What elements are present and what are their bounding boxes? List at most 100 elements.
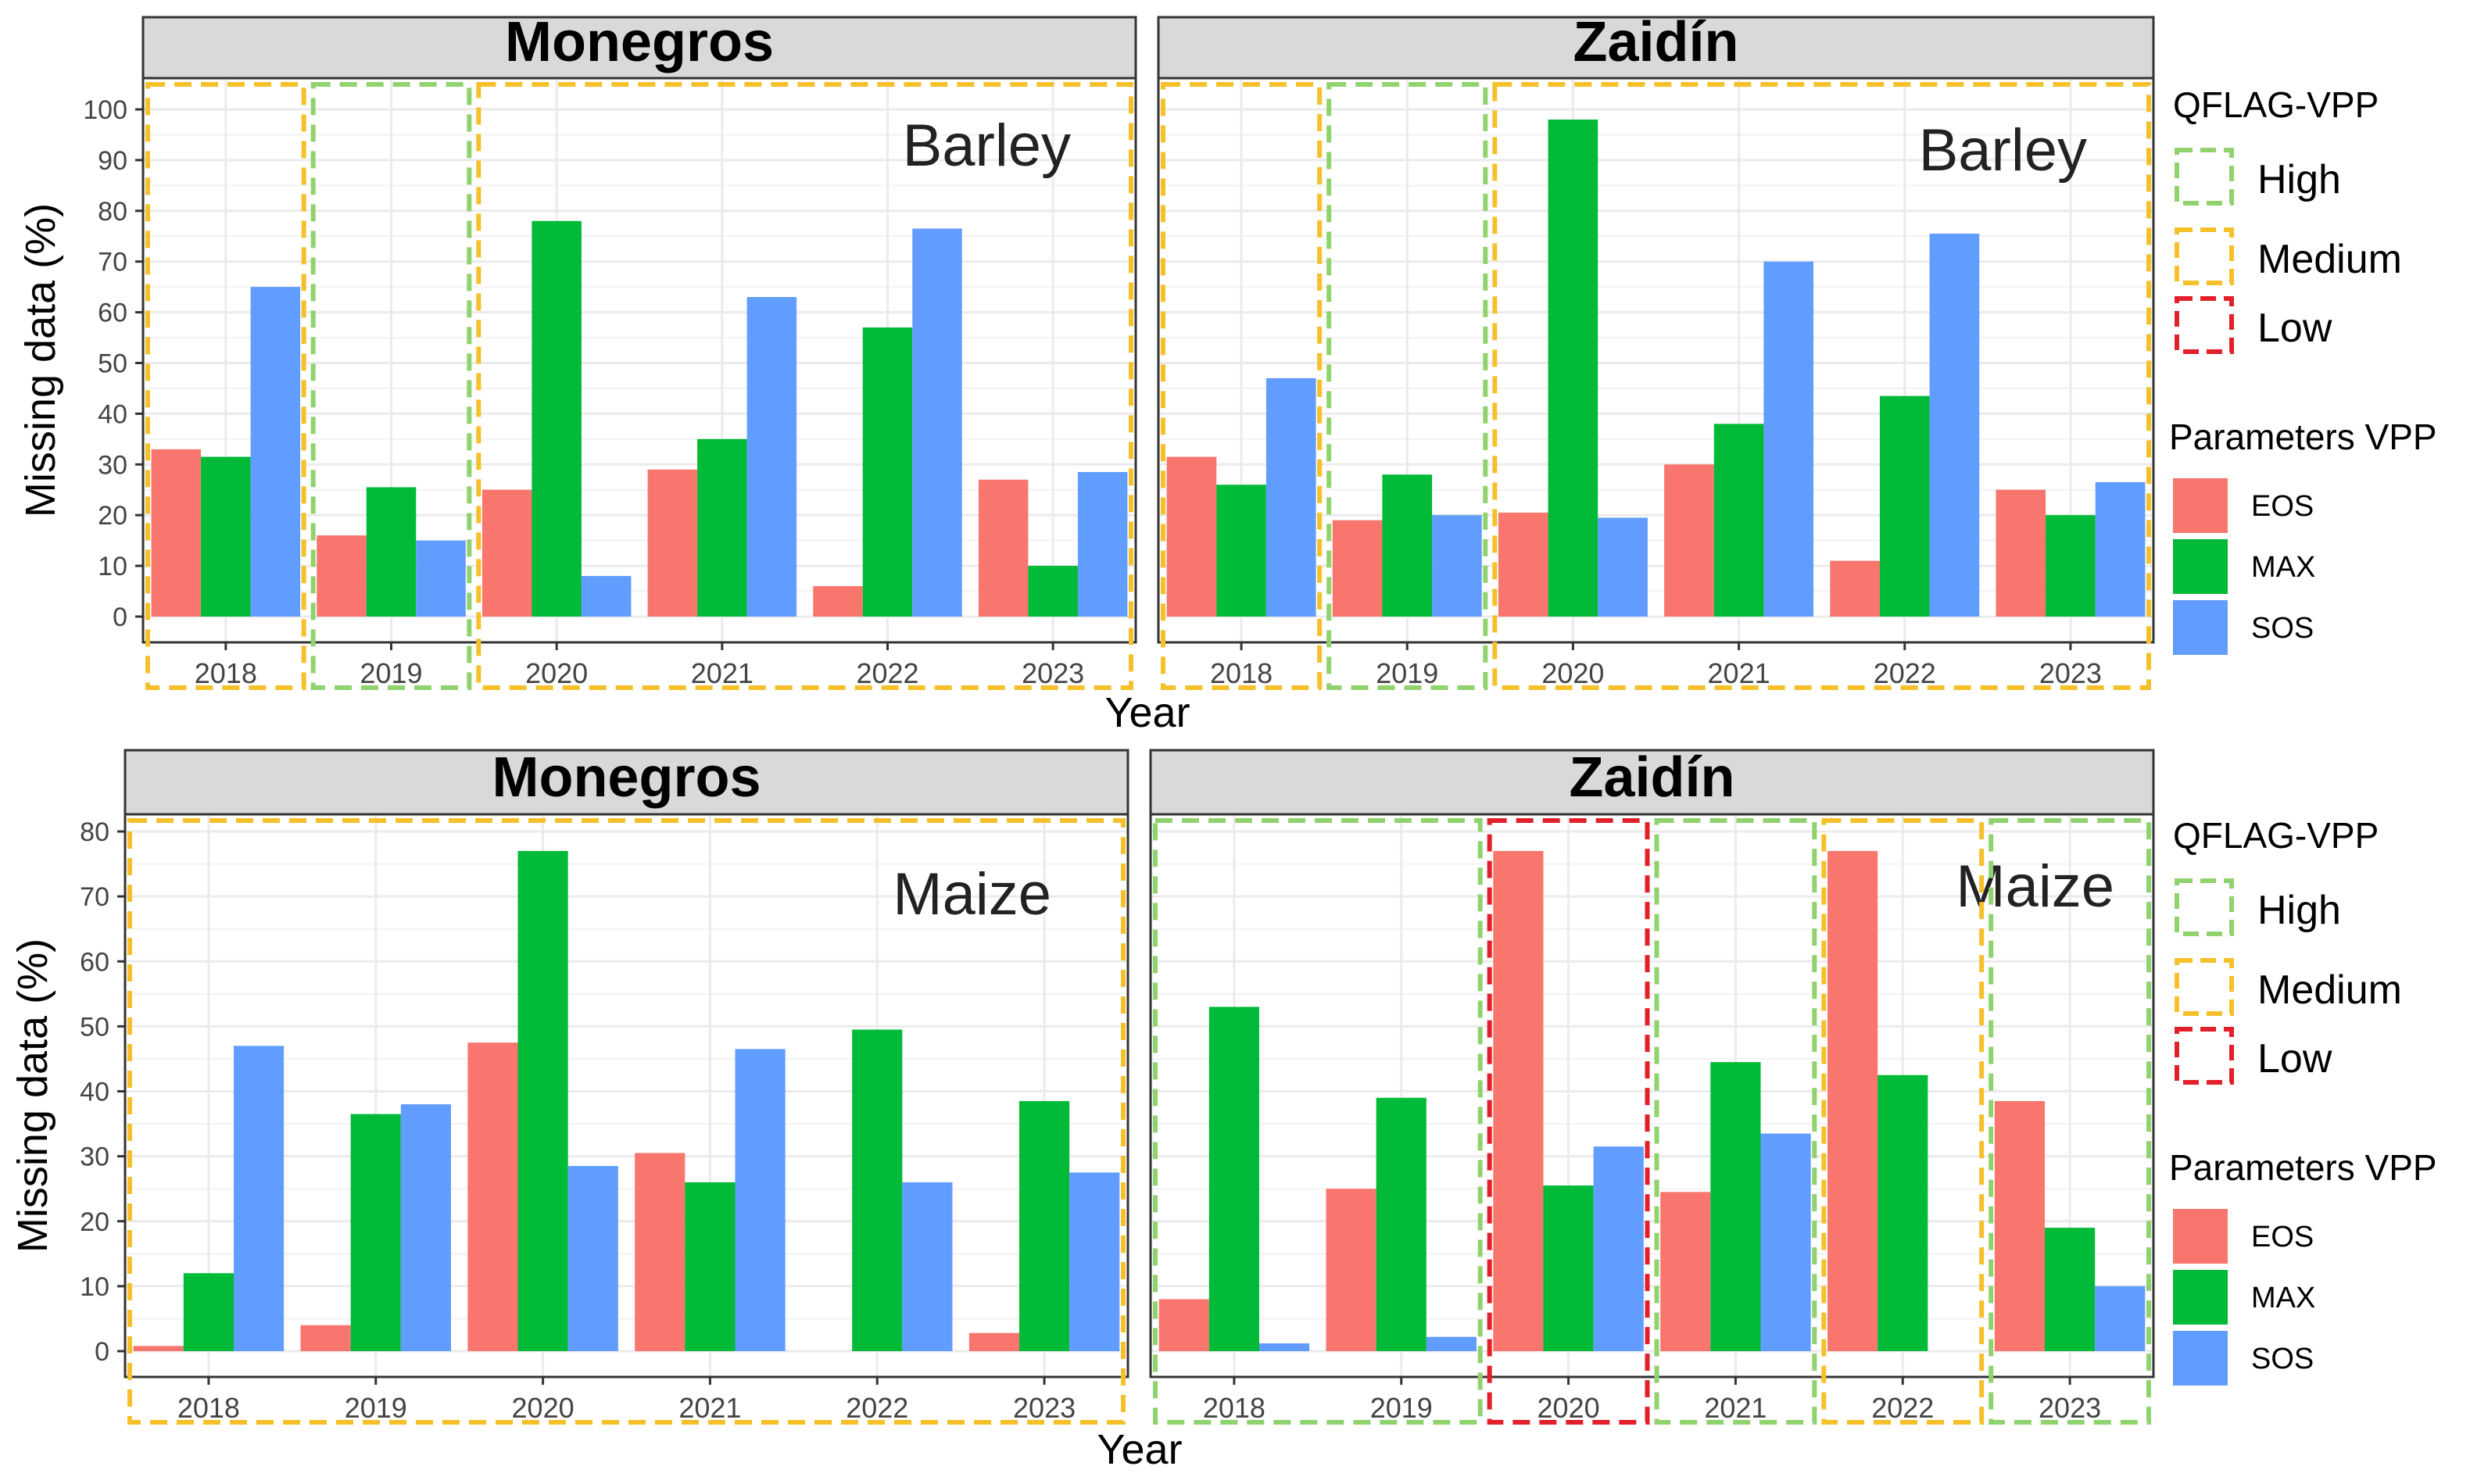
bar-max-2022 — [862, 327, 913, 617]
bar-eos-2019 — [300, 1325, 351, 1351]
bar-sos-2018 — [250, 287, 301, 617]
bar-eos-2022 — [1830, 560, 1880, 617]
param-legend-title: Parameters VPP — [2169, 1147, 2437, 1188]
bar-max-2018 — [1216, 485, 1266, 617]
bar-max-2022 — [1879, 395, 1930, 617]
bar-eos-2019 — [1326, 1189, 1376, 1351]
x-tick-label: 2018 — [1203, 1392, 1265, 1424]
qflag-box-medium — [1821, 818, 1985, 1425]
bar-sos-2021 — [1760, 1133, 1811, 1351]
bar-sos-2020 — [581, 576, 632, 617]
bar-sos-2021 — [746, 297, 797, 617]
qflag-box-medium — [1161, 82, 1323, 690]
bar-sos-2019 — [1426, 1336, 1477, 1351]
x-tick-label: 2019 — [345, 1392, 407, 1424]
bar-max-2023 — [1028, 566, 1078, 617]
y-tick-label: 70 — [80, 882, 109, 912]
bar-eos-2023 — [968, 1332, 1020, 1351]
param-label-max: MAX — [2251, 551, 2315, 584]
x-tick-label: 2022 — [856, 657, 918, 689]
param-label-max: MAX — [2251, 1282, 2315, 1314]
legend-top: QFLAG-VPP High Medium Low Parameters VPP EOS M… — [2169, 84, 2437, 655]
x-axis-title-top: Year — [1104, 689, 1190, 736]
panel-monegros-maize: Monegros Maize 0 10 20 30 40 50 60 70 80 Missing da… — [9, 746, 1129, 1425]
qflag-box-high — [1654, 818, 1817, 1425]
qflag-label-low: Low — [2257, 306, 2332, 351]
bar-sos-2018 — [233, 1046, 285, 1351]
panel-zaidn-barley: Zaidín Barley 2018 2019 2020 2021 2022 2023 — [1157, 11, 2155, 690]
param-key-eos — [2173, 478, 2228, 533]
y-tick-label: 30 — [80, 1143, 109, 1172]
bar-sos-2020 — [1593, 1146, 1644, 1351]
y-axis-title: Missing data (%) — [9, 939, 56, 1253]
bar-eos-2018 — [133, 1346, 184, 1351]
qflag-key-low — [2175, 1027, 2234, 1085]
y-tick-label: 60 — [80, 947, 109, 977]
param-label-sos: SOS — [2251, 1343, 2314, 1375]
bar-max-2021 — [685, 1182, 736, 1351]
qflag-box-low — [1487, 818, 1650, 1425]
crop-label: Barley — [903, 113, 1071, 179]
bar-sos-2018 — [1265, 377, 1316, 617]
bar-max-2019 — [1382, 474, 1433, 617]
x-tick-label: 2018 — [1210, 657, 1273, 689]
x-tick-label: 2023 — [1022, 657, 1084, 689]
bar-max-2023 — [2045, 1228, 2096, 1351]
bar-max-2019 — [366, 487, 417, 617]
bar-eos-2023 — [978, 479, 1029, 617]
qflag-box-high — [1153, 818, 1483, 1425]
y-tick-label: 0 — [113, 603, 127, 632]
panel-monegros-barley: Monegros Barley 0 10 20 30 40 50 60 70 80 90 100 Miss… — [17, 11, 1137, 690]
x-tick-label: 2020 — [525, 657, 588, 689]
bar-sos-2022 — [902, 1182, 953, 1351]
x-tick-label: 2021 — [1708, 657, 1770, 689]
bar-max-2020 — [1548, 119, 1598, 617]
bar-max-2023 — [1019, 1100, 1070, 1351]
facet-strip — [123, 749, 1129, 816]
x-tick-label: 2022 — [1874, 657, 1936, 689]
y-tick-label: 20 — [98, 501, 127, 531]
qflag-box-high — [1326, 82, 1488, 690]
y-tick-label: 20 — [80, 1207, 109, 1237]
x-tick-label: 2020 — [512, 1392, 575, 1424]
bar-eos-2023 — [1996, 489, 2046, 617]
bar-max-2021 — [1710, 1062, 1761, 1351]
y-tick-label: 10 — [80, 1272, 109, 1302]
y-tick-label: 50 — [80, 1012, 109, 1042]
param-legend-title: Parameters VPP — [2169, 417, 2437, 457]
bar-eos-2019 — [1332, 520, 1383, 617]
qflag-legend-title: QFLAG-VPP — [2173, 84, 2379, 125]
bar-eos-2018 — [151, 449, 202, 617]
x-tick-label: 2021 — [678, 1392, 741, 1424]
x-tick-label: 2020 — [1537, 1392, 1600, 1424]
bar-max-2022 — [1878, 1075, 1928, 1351]
bar-max-2023 — [2046, 515, 2096, 617]
bar-max-2021 — [697, 438, 747, 617]
plot-background — [143, 78, 1136, 642]
qflag-label-medium: Medium — [2257, 237, 2402, 282]
x-tick-label: 2023 — [2039, 657, 2102, 689]
facet-strip — [1157, 16, 2155, 80]
bar-eos-2018 — [1166, 456, 1217, 617]
x-tick-label: 2019 — [1370, 1392, 1433, 1424]
qflag-key-high — [2175, 878, 2234, 936]
qflag-box-medium — [476, 82, 1133, 690]
bar-eos-2021 — [1664, 464, 1714, 617]
qflag-key-medium — [2175, 958, 2234, 1016]
bar-sos-2022 — [912, 228, 962, 617]
x-tick-label: 2021 — [691, 657, 754, 689]
y-tick-label: 30 — [98, 450, 127, 480]
bar-sos-2023 — [1069, 1172, 1120, 1351]
facet-strip-title: Zaidín — [1573, 11, 1739, 73]
param-key-max — [2173, 539, 2228, 594]
bar-eos-2023 — [1994, 1100, 2046, 1351]
plot-background — [125, 814, 1128, 1377]
bar-max-2020 — [1543, 1185, 1594, 1351]
qflag-label-medium: Medium — [2257, 967, 2402, 1013]
param-key-max — [2173, 1270, 2228, 1325]
y-tick-label: 90 — [98, 146, 127, 176]
bar-eos-2021 — [647, 469, 698, 617]
bar-sos-2021 — [1763, 261, 1814, 617]
bar-eos-2022 — [1827, 850, 1878, 1351]
bar-max-2018 — [201, 456, 251, 617]
